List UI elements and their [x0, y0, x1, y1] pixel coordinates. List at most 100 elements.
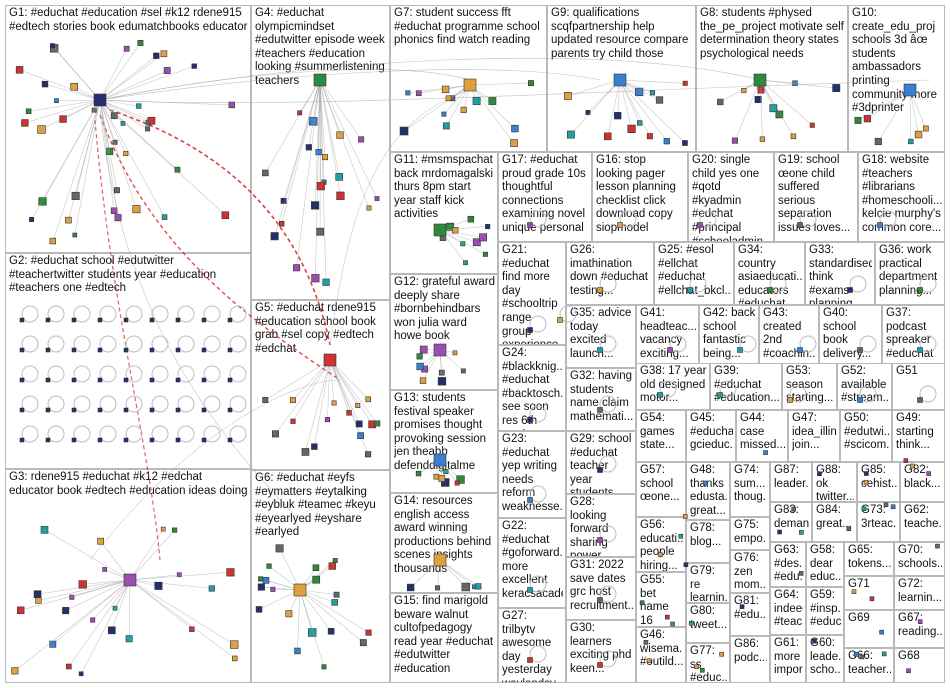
group-box-g83[interactable]: G83: deman...	[770, 502, 812, 542]
group-box-g82[interactable]: G82: black...	[900, 462, 945, 502]
group-box-g34[interactable]: G34: country asiaeducati... educators #e…	[734, 242, 805, 305]
group-box-g5[interactable]: G5: #educhat rdene915 #education school …	[251, 300, 390, 470]
group-box-g35[interactable]: G35: advice today excited launch...	[566, 305, 636, 368]
group-box-g23[interactable]: G23: #educhat yep writing needs reform w…	[498, 431, 566, 518]
group-box-g14[interactable]: G14: resources english access award winn…	[390, 493, 498, 593]
group-box-g63[interactable]: G63: #des... #edu...	[770, 542, 806, 587]
group-box-g78[interactable]: G78: blog...	[686, 520, 730, 563]
group-box-g2[interactable]: G2: #educhat school #edutwitter #teacher…	[5, 253, 251, 469]
group-box-g36[interactable]: G36: work practical department planning.…	[875, 242, 945, 305]
group-box-g56[interactable]: G56: educati... people hiring...	[636, 517, 686, 572]
group-box-g52[interactable]: G52: available #stream...	[837, 363, 892, 410]
group-label-g86: G86: podc...	[734, 638, 767, 664]
group-box-g4[interactable]: G4: #educhat olympicmindset #edutwitter …	[251, 5, 390, 300]
group-box-g15[interactable]: G15: find marigold beware walnut cultofp…	[390, 593, 498, 683]
group-box-g75[interactable]: G75: empo...	[730, 517, 770, 550]
group-box-g61[interactable]: G61: more impor...	[770, 635, 806, 683]
group-box-g33[interactable]: G33: standardised think #exams planning.…	[805, 242, 875, 305]
group-box-g81[interactable]: G81: #edu...	[730, 593, 770, 636]
group-box-g12[interactable]: G12: grateful award deeply share #bornbe…	[390, 274, 498, 390]
group-box-g6[interactable]: G6: #educhat #eyfs #eymatters #eytalking…	[251, 470, 390, 683]
group-label-g31: G31: 2022 save dates grc host recruitmen…	[570, 559, 633, 612]
group-box-g87[interactable]: G87: leader...	[770, 462, 812, 502]
group-box-g67[interactable]: G67: reading...	[894, 610, 945, 648]
group-box-g17[interactable]: G17: #educhat proud grade 10s thoughtful…	[498, 152, 592, 242]
group-label-g43: G43: created 2nd #coachin...	[763, 307, 816, 360]
group-box-g57[interactable]: G57: school œone...	[636, 462, 686, 517]
group-label-g14: G14: resources english access award winn…	[394, 495, 492, 575]
group-box-g84[interactable]: G84: great...	[812, 502, 857, 542]
group-label-g64: G64: indeed #teac...	[774, 589, 803, 629]
group-box-g26[interactable]: G26: imathination down #educhat testing.…	[566, 242, 654, 305]
group-box-g62[interactable]: G62: teache...	[900, 502, 945, 542]
group-box-g49[interactable]: G49: starting think...	[892, 410, 945, 462]
group-box-g1[interactable]: G1: #educhat #education #sel #k12 rdene9…	[5, 5, 251, 253]
group-box-g80[interactable]: G80: tweet...	[686, 603, 730, 643]
group-box-g88[interactable]: G88: ok twitter...	[812, 462, 857, 502]
group-box-g44[interactable]: G44: case missed...	[736, 410, 788, 462]
group-label-g78: G78: blog...	[690, 522, 722, 548]
group-box-g7[interactable]: G7: student success fft #educhat program…	[390, 5, 547, 152]
group-label-g45: G45: #educhat gcieduc...	[690, 412, 733, 452]
group-box-g18[interactable]: G18: website #teachers #librarians #home…	[858, 152, 945, 242]
group-box-g65[interactable]: G65: tokens...	[844, 542, 894, 576]
group-box-g50[interactable]: G50: #edutwi... #scicom...	[840, 410, 892, 462]
group-box-g74[interactable]: G74: sum... thoug...	[730, 462, 770, 517]
group-box-g42[interactable]: G42: back school fantastic being...	[699, 305, 759, 368]
group-box-g25[interactable]: G25: #esol #ellchat #educhat #ellchat_bk…	[654, 242, 734, 305]
group-box-g30[interactable]: G30: learners exciting phd keen...	[566, 620, 636, 683]
group-box-g69[interactable]: G69	[844, 610, 894, 648]
group-box-g79[interactable]: G79: re learnin...	[686, 563, 730, 603]
group-box-g51[interactable]: G51	[892, 363, 945, 410]
group-box-g72[interactable]: G72: learnin...	[894, 576, 945, 610]
group-box-g54[interactable]: G54: games state...	[636, 410, 686, 462]
group-box-g22[interactable]: G22: #educhat #goforward... more excelle…	[498, 518, 566, 608]
group-box-g47[interactable]: G47: idea_illini join...	[788, 410, 840, 462]
group-box-g11[interactable]: G11: #msmspachat back mrdomagalski thurs…	[390, 152, 498, 274]
group-box-g41[interactable]: G41: headteac... vacancy exciting...	[636, 305, 699, 368]
group-box-g59[interactable]: G59: #insp... #educ...	[806, 587, 844, 635]
group-box-g60[interactable]: G60: leade... scho...	[806, 635, 844, 683]
group-box-g86[interactable]: G86: podc...	[730, 636, 770, 683]
group-box-g13[interactable]: G13: students festival speaker promises …	[390, 390, 498, 493]
group-box-g85[interactable]: G85: cehist...	[857, 462, 900, 502]
group-box-g58[interactable]: G58: dear educ...	[806, 542, 844, 587]
group-box-g20[interactable]: G20: single child yes one #qotd #kyadmin…	[688, 152, 774, 242]
group-box-g28[interactable]: G28: looking forward sharing power...	[566, 494, 636, 557]
group-box-g45[interactable]: G45: #educhat gcieduc...	[686, 410, 736, 462]
group-box-g71[interactable]: G71	[844, 576, 894, 610]
group-box-g40[interactable]: G40: school book delivery...	[819, 305, 882, 368]
group-box-g10[interactable]: G10: create_edu_proj schools 3d âœ stude…	[848, 5, 945, 152]
group-box-g29[interactable]: G29: school #educhat teacher year studen…	[566, 431, 636, 494]
group-box-g37[interactable]: G37: podcast spreaker #educhat	[882, 305, 945, 368]
group-label-g88: G88: ok twitter...	[816, 464, 854, 502]
group-label-g9: G9: qualifications scqfpartnership help …	[551, 7, 689, 60]
group-box-g8[interactable]: G8: students #physed the_pe_project moti…	[696, 5, 848, 152]
group-box-g55[interactable]: G55: bet name 16 #format...	[636, 572, 686, 627]
group-box-g53[interactable]: G53: season starting...	[782, 363, 837, 410]
group-label-g70: G70: schools...	[898, 544, 942, 570]
group-box-g77[interactable]: G77: ss #educ...	[686, 643, 730, 683]
group-box-g39[interactable]: G39: #educhat #education...	[710, 363, 782, 410]
group-label-g3: G3: rdene915 #educhat #k12 #edchat educa…	[9, 471, 248, 497]
group-box-g16[interactable]: G16: stop looking pager lesson planning …	[592, 152, 688, 242]
group-box-g68[interactable]: G68	[894, 648, 945, 683]
group-box-g19[interactable]: G19: school œone child suffered serious …	[774, 152, 858, 242]
group-box-g27[interactable]: G27: trilbytv awesome day yesterday wayl…	[498, 608, 566, 683]
group-box-g76[interactable]: G76: zen mom...	[730, 550, 770, 593]
group-box-g31[interactable]: G31: 2022 save dates grc host recruitmen…	[566, 557, 636, 620]
group-box-g66[interactable]: G66: teacher...	[844, 648, 894, 683]
group-box-g32[interactable]: G32: having students name claim mathemat…	[566, 368, 636, 431]
group-box-g38[interactable]: G38: 17 year old designed motor...	[636, 363, 710, 410]
group-box-g21[interactable]: G21: #educhat find more day #schooltrip …	[498, 242, 566, 345]
group-box-g24[interactable]: G24: #blackknig... #educhat #backtosch..…	[498, 345, 566, 431]
group-box-g46[interactable]: G46: wisema... #outild...	[636, 627, 686, 683]
group-box-g70[interactable]: G70: schools...	[894, 542, 945, 576]
group-box-g3[interactable]: G3: rdene915 #educhat #k12 #edchat educa…	[5, 469, 251, 683]
group-label-g44: G44: case missed...	[740, 412, 785, 452]
group-box-g43[interactable]: G43: created 2nd #coachin...	[759, 305, 819, 368]
group-box-g64[interactable]: G64: indeed #teac...	[770, 587, 806, 635]
group-box-g73[interactable]: G73: 3rteac...	[857, 502, 900, 542]
group-box-g48[interactable]: G48: thanks edusta... great...	[686, 462, 730, 520]
group-box-g9[interactable]: G9: qualifications scqfpartnership help …	[547, 5, 696, 152]
